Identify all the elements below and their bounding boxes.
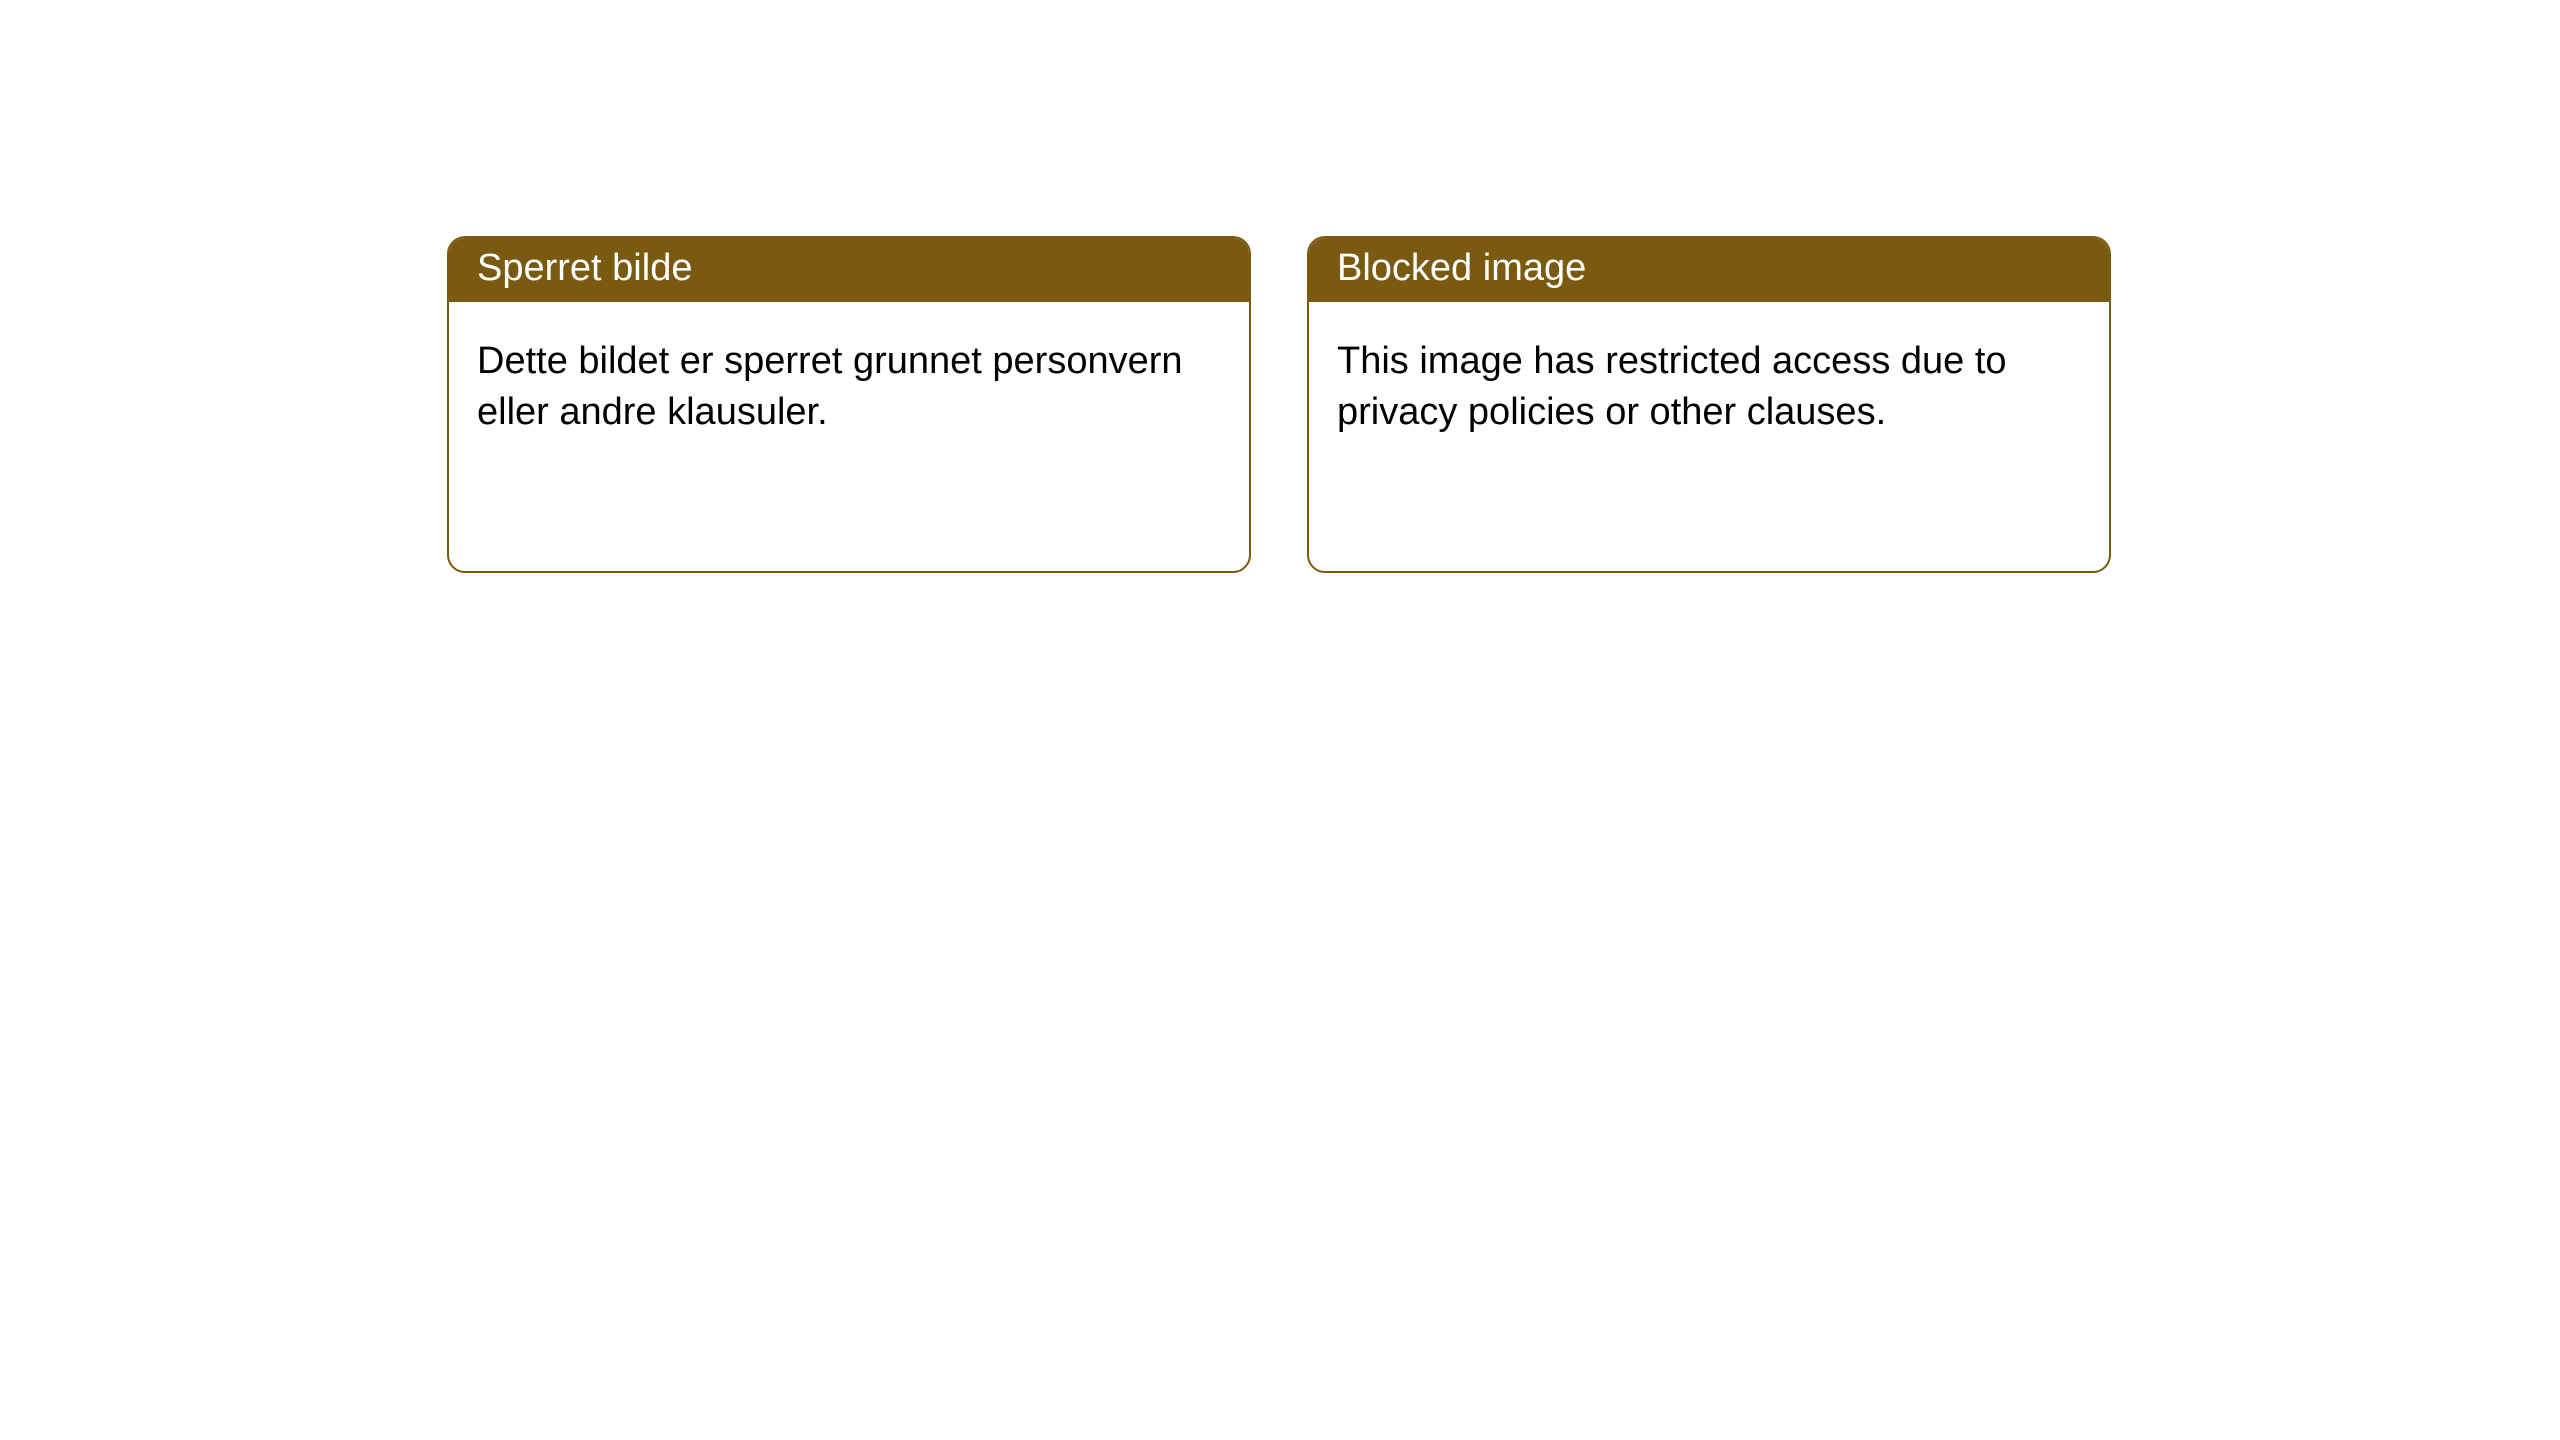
notice-card-english: Blocked image This image has restricted … (1307, 236, 2111, 573)
notice-body: This image has restricted access due to … (1309, 302, 2109, 473)
notice-container: Sperret bilde Dette bildet er sperret gr… (0, 0, 2560, 573)
notice-title: Sperret bilde (449, 238, 1249, 302)
notice-card-norwegian: Sperret bilde Dette bildet er sperret gr… (447, 236, 1251, 573)
notice-title: Blocked image (1309, 238, 2109, 302)
notice-body: Dette bildet er sperret grunnet personve… (449, 302, 1249, 473)
